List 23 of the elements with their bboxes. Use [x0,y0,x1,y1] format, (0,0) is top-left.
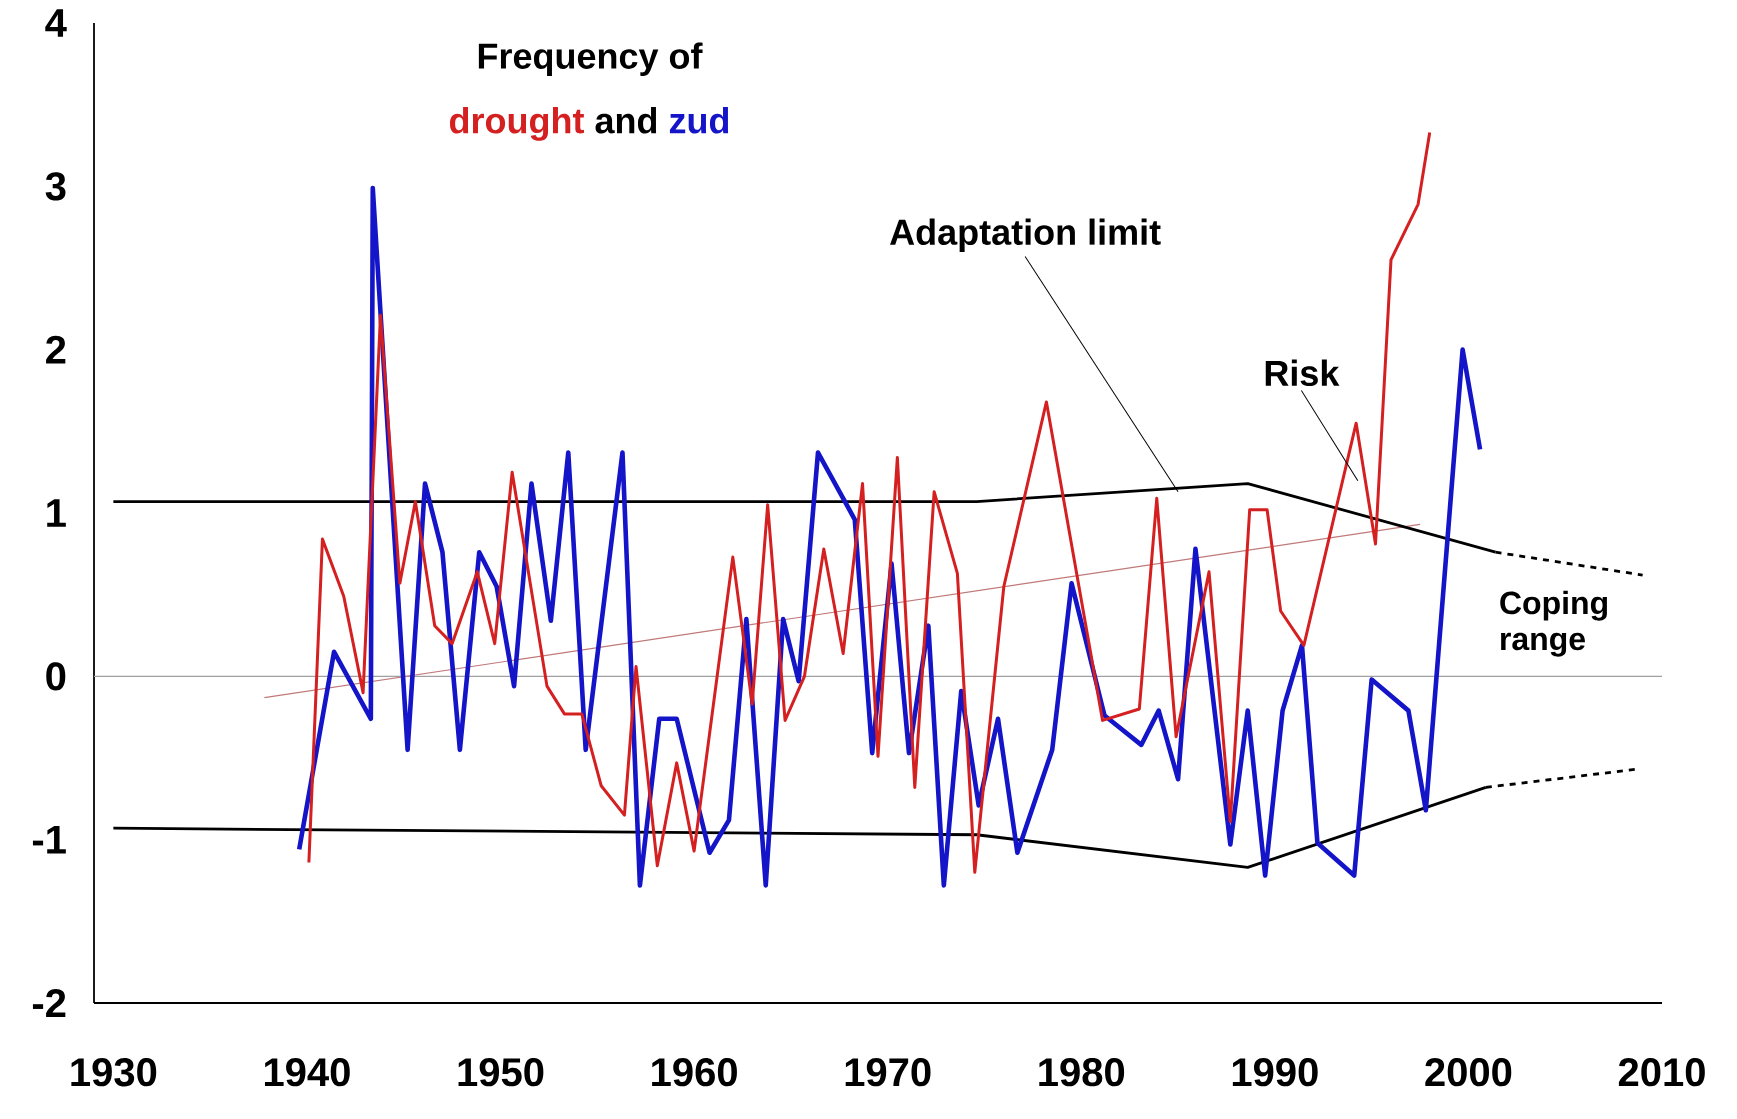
text: drought [449,107,585,141]
x-tick-label: 1940 [264,1058,350,1087]
text: zud [669,107,729,134]
x-tick-label: 2010 [1618,1058,1705,1087]
annotation: Risk [1265,359,1340,387]
y-tick-label: -1 [32,825,66,854]
y-tick-label: 1 [47,499,66,527]
y-tick-label: -2 [32,989,66,1017]
y-tick-label: 3 [45,172,66,201]
x-tick-label: 1970 [845,1058,931,1087]
y-tick-label: 0 [46,662,66,691]
x-tick-label: 2000 [1425,1058,1512,1087]
x-tick-label: 1950 [458,1058,544,1087]
x-tick-label: 1930 [71,1058,157,1087]
annotation: and [595,107,657,134]
y-tick-label: 2 [46,335,66,364]
y-tick-label: 4 [45,9,67,37]
x-tick-label: 1960 [652,1058,737,1087]
text: Frequency of [478,42,703,77]
annotation: Coping range [1500,590,1607,657]
annotation: Adaptation limit [890,218,1161,253]
x-tick-label: 1980 [1039,1058,1125,1087]
x-tick-label: 1990 [1232,1058,1318,1087]
